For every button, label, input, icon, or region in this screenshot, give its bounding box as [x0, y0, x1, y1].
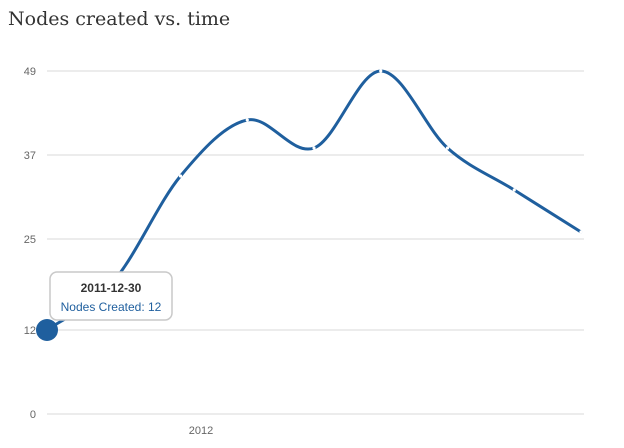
y-tick-label: 0	[30, 409, 36, 421]
highlighted-data-point[interactable]	[36, 319, 58, 341]
data-point[interactable]	[512, 188, 516, 192]
data-point[interactable]	[379, 69, 383, 73]
y-tick-label: 12	[24, 325, 36, 337]
x-axis-ticks: 2012	[189, 425, 213, 437]
data-point[interactable]	[445, 146, 450, 150]
data-point[interactable]	[245, 118, 249, 122]
chart-title: Nodes created vs. time	[8, 8, 231, 30]
tooltip-date: 2011-12-30	[81, 281, 142, 295]
tooltip-box	[49, 271, 173, 321]
tooltip-value: Nodes Created: 12	[61, 300, 162, 314]
y-axis-ticks: 0 12 25 37 49	[24, 66, 36, 421]
data-point[interactable]	[312, 146, 316, 150]
y-tick-label: 25	[24, 234, 36, 246]
y-tick-label: 37	[24, 150, 36, 162]
y-tick-label: 49	[24, 66, 36, 78]
tooltip: 2011-12-30 Nodes Created: 12	[49, 271, 173, 321]
x-tick-label: 2012	[189, 425, 213, 437]
data-point[interactable]	[178, 174, 183, 178]
grid-layer	[47, 70, 584, 415]
series-layer	[36, 69, 583, 341]
data-point[interactable]	[579, 230, 583, 234]
